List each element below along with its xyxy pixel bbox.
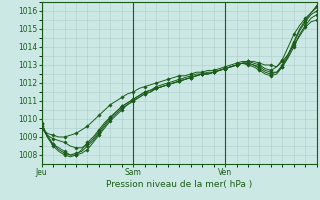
X-axis label: Pression niveau de la mer( hPa ): Pression niveau de la mer( hPa )	[106, 180, 252, 189]
